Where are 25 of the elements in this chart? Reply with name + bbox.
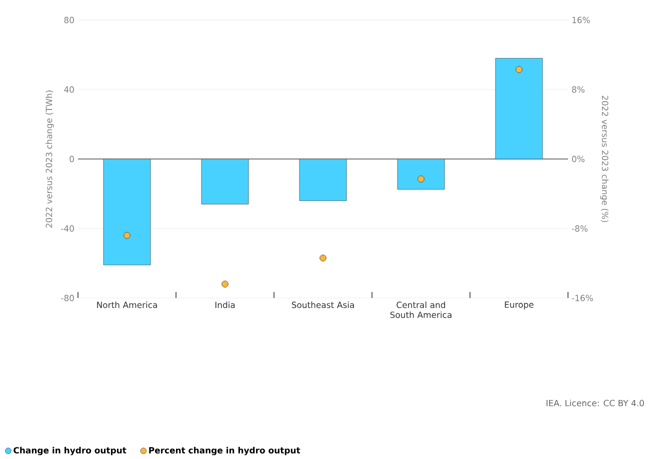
y-axis-title: 2022 versus 2023 change (TWh) (46, 90, 54, 228)
y2-tick-label: 16% (572, 16, 590, 24)
x-tick-label: Europe (504, 302, 534, 310)
x-tick-label: India (215, 302, 235, 308)
x-tick-label: North America (97, 302, 157, 308)
y2-tick-label: -16% (572, 294, 593, 302)
y-tick-label: 40 (64, 86, 74, 93)
text: IEA. Licence: CC BY 4.0 (546, 400, 644, 406)
point (222, 280, 228, 288)
y2-tick-label: 8% (572, 86, 584, 93)
legend-label: Percent change in hydro output (149, 446, 300, 456)
y2-tick-label: 0% (572, 156, 584, 162)
x-tick-label: Central and South America (390, 302, 452, 318)
y2-axis-title: 2022 versus 2023 change (%) (600, 96, 608, 222)
y2-tick-label: -8% (572, 225, 588, 232)
x-tick-label: Southeast Asia (292, 302, 354, 308)
y-tick-label: 0 (70, 156, 74, 162)
y-tick-label: -80 (61, 294, 74, 302)
point (516, 66, 522, 73)
y-tick-label: 80 (64, 16, 74, 24)
y-tick-label: -40 (61, 225, 74, 232)
point (418, 176, 424, 182)
legend-label: Change in hydro output (14, 446, 126, 456)
point (320, 254, 326, 262)
point (124, 232, 130, 239)
